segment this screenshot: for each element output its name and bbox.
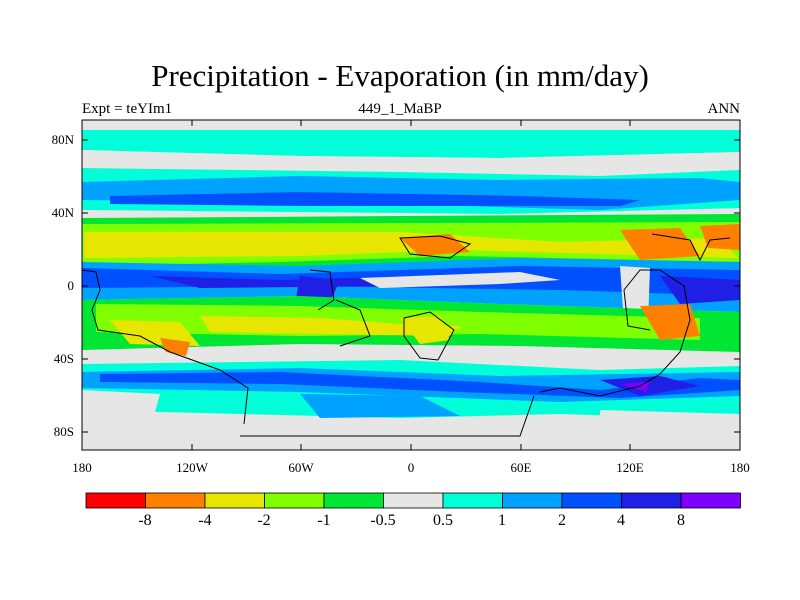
colorbar-label: 2	[558, 512, 566, 529]
colorbar-label: -1	[317, 512, 331, 529]
colorbar-swatch	[502, 492, 563, 509]
lon-label-60w: 60W	[288, 460, 314, 475]
colorbar-swatch	[561, 492, 622, 509]
lat-label-40s: 40S	[53, 351, 74, 366]
colorbar-label: -4	[198, 512, 212, 529]
colorbar-swatch	[383, 492, 444, 509]
colorbar-label: -2	[257, 512, 271, 529]
lon-label-120w: 120W	[176, 460, 208, 475]
colorbar-label: 1	[498, 512, 506, 529]
lat-label-80n: 80N	[51, 132, 74, 147]
colorbar-swatch	[680, 492, 741, 509]
map-title: Precipitation - Evaporation (in mm/day)	[151, 58, 649, 93]
colorbar-swatch	[323, 492, 384, 509]
lon-label-120e: 120E	[616, 460, 644, 475]
lon-label-60e: 60E	[510, 460, 532, 475]
colorbar	[85, 492, 741, 509]
colorbar-swatch	[85, 492, 146, 509]
lat-label-40n: 40N	[51, 205, 74, 220]
experiment-label: Expt = teYIm1	[82, 101, 173, 117]
colorbar-label: 8	[677, 512, 685, 529]
colorbar-label: 0.5	[433, 512, 453, 529]
lon-tick-marks	[81, 120, 741, 450]
period-label: 449_1_MaBP	[358, 101, 442, 117]
colorbar-label: 4	[617, 512, 625, 529]
season-label: ANN	[707, 101, 741, 117]
colorbar-swatch	[442, 492, 503, 509]
lon-label-180-east: 180	[730, 460, 750, 475]
map-field	[82, 120, 740, 450]
lat-label-80s: 80S	[53, 424, 74, 439]
lat-label-0: 0	[67, 278, 75, 293]
colorbar-swatch	[264, 492, 325, 509]
colorbar-swatch	[145, 492, 206, 509]
colorbar-label: -8	[138, 512, 152, 529]
colorbar-label: -0.5	[370, 512, 396, 529]
lat-tick-marks	[82, 139, 740, 433]
lon-label-180-west: 180	[72, 460, 92, 475]
colorbar-swatch	[621, 492, 682, 509]
lon-label-0: 0	[407, 460, 415, 475]
colorbar-swatch	[204, 492, 265, 509]
